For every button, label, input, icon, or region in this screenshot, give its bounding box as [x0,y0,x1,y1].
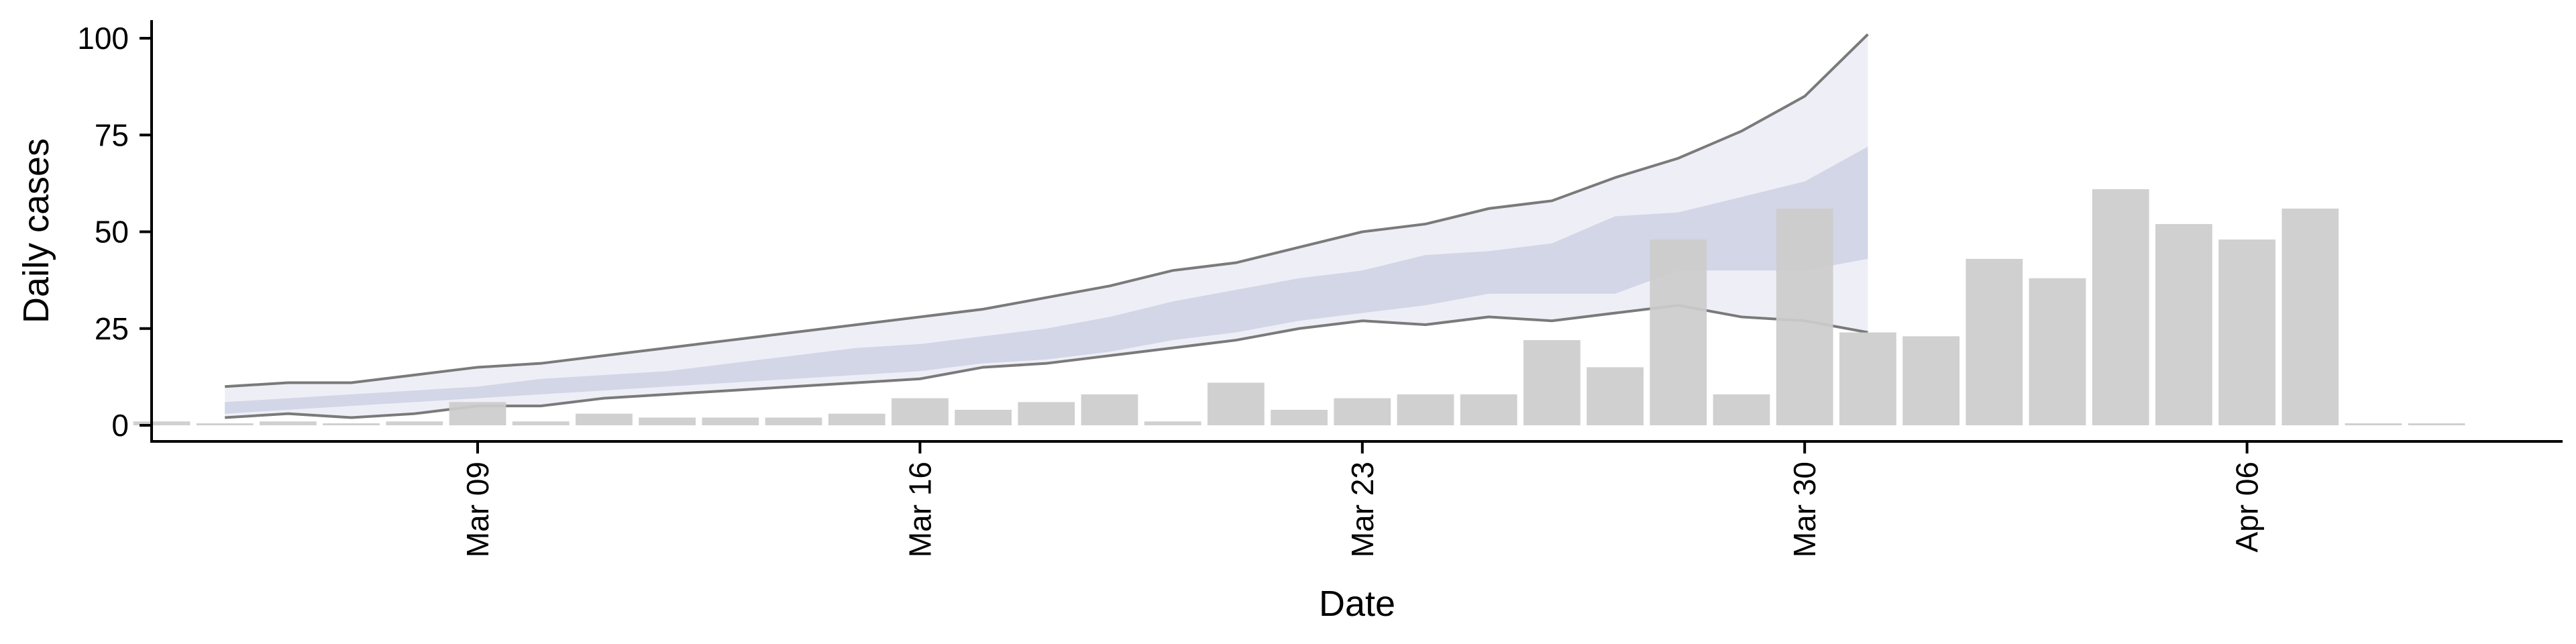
y-axis-title: Daily cases [16,138,56,323]
bar-2020-04-02 [1966,258,2023,425]
x-tick-label-2020-03-09: Mar 09 [460,462,495,557]
y-tick-label-25: 25 [95,311,129,346]
bar-2020-03-30 [1776,208,1833,425]
y-tick-label-75: 75 [95,117,129,152]
bar-2020-03-22 [1271,409,1328,425]
bar-2020-03-13 [702,417,759,425]
x-tick-label-2020-03-30: Mar 30 [1787,462,1822,557]
bar-2020-04-05 [2155,223,2212,425]
bar-2020-04-07 [2282,208,2339,425]
x-axis-title: Date [1319,584,1395,624]
bar-2020-04-08 [2345,423,2402,425]
bar-2020-03-08 [386,421,443,425]
bar-2020-04-09 [2408,423,2465,425]
bar-2020-04-06 [2218,239,2275,425]
bar-2020-03-12 [639,417,696,425]
bar-2020-03-15 [828,413,885,425]
bar-2020-03-19 [1081,394,1138,425]
bar-2020-03-06 [260,421,317,425]
bar-2020-03-14 [765,417,822,425]
bar-2020-03-26 [1523,340,1580,425]
bar-2020-04-04 [2092,189,2149,425]
bar-2020-03-31 [1839,332,1896,425]
forecast-inner-band [225,146,1868,414]
x-tick-label-2020-03-23: Mar 23 [1345,462,1380,557]
bar-2020-03-24 [1397,394,1454,425]
forecast-upper-line [225,33,1869,388]
bar-2020-03-25 [1460,394,1517,425]
bar-2020-03-10 [512,421,570,425]
y-tick-label-50: 50 [95,215,129,250]
y-tick-label-100: 100 [77,21,129,56]
bar-2020-03-27 [1587,367,1644,425]
x-tick-label-2020-03-16: Mar 16 [902,462,937,557]
bar-2020-04-03 [2029,278,2086,425]
bar-2020-03-11 [576,413,633,425]
bar-2020-03-29 [1713,394,1770,425]
bar-2020-03-18 [1018,402,1075,425]
bar-2020-03-17 [955,409,1012,425]
bar-2020-03-04 [133,421,191,425]
y-tick-label-0: 0 [111,408,129,443]
bar-2020-03-16 [892,398,949,425]
bar-2020-03-21 [1208,382,1265,425]
bar-2020-04-01 [1902,336,1960,425]
bar-2020-03-23 [1334,398,1391,425]
bar-2020-03-09 [449,402,506,425]
x-tick-label-2020-04-06: Apr 06 [2230,462,2265,553]
bar-2020-03-20 [1144,421,1201,425]
bar-2020-03-05 [196,423,254,425]
bar-2020-03-28 [1650,239,1707,425]
bar-2020-03-07 [323,423,380,425]
